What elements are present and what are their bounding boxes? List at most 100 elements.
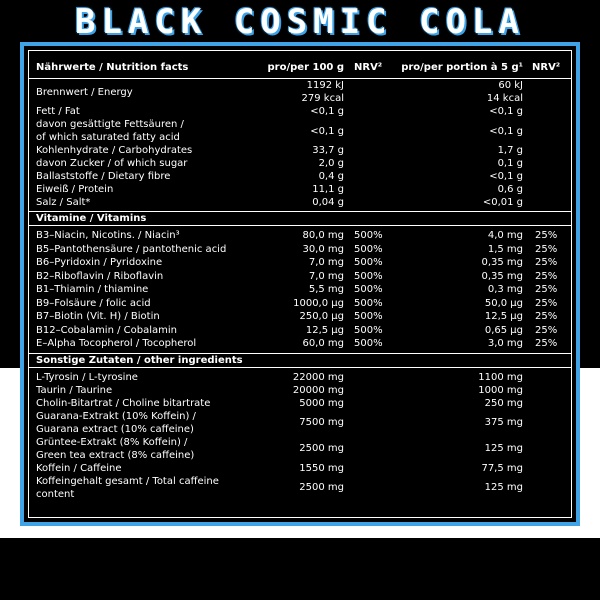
per-100g-cell: 22000 mg xyxy=(292,371,344,383)
per-100g-cell: 30,0 mg xyxy=(302,243,344,255)
per-portion-cell: 50,0 µg xyxy=(484,297,523,309)
name-cell: B6–Pyridoxin / Pyridoxine xyxy=(36,257,163,268)
per-100g-cell: 0,4 g xyxy=(318,171,344,182)
per-100g-cell: 7500 mg xyxy=(299,417,344,428)
product-title: BLACK COSMIC COLA xyxy=(75,2,525,42)
name-cell: Ballaststoffe / Dietary fibre xyxy=(36,171,171,182)
name-cell: of which saturated fatty acid xyxy=(36,132,180,143)
per-100g-cell: 5,5 mg xyxy=(308,284,344,295)
per-100g-cell: 2500 mg xyxy=(299,443,344,454)
nrv-portion-cell: 25% xyxy=(535,270,558,282)
per-100g-cell: 11,1 g xyxy=(312,184,344,195)
name-cell: B5–Pantothensäure / pantothenic acid xyxy=(36,243,227,255)
per-100g-cell: 7,0 mg xyxy=(308,257,344,268)
nrv-portion-cell: 25% xyxy=(535,311,558,322)
name-cell: B1–Thiamin / thiamine xyxy=(36,284,149,295)
rule xyxy=(29,211,571,212)
name-cell: davon gesättigte Fettsäuren / xyxy=(36,119,184,130)
per-100g-cell: 1550 mg xyxy=(299,462,344,474)
name-cell: Guarana extract (10% caffeine) xyxy=(36,423,194,435)
nrv-portion-cell: 25% xyxy=(535,257,558,268)
rule xyxy=(29,366,571,368)
per-portion-cell: 0,65 µg xyxy=(484,324,523,336)
name-cell: E–Alpha Tocopherol / Tocopherol xyxy=(36,338,197,349)
header-cell: pro/per portion à 5 g¹ xyxy=(401,62,523,73)
rule xyxy=(29,78,571,79)
per-100g-cell: <0,1 g xyxy=(310,106,344,117)
per-100g-cell: 33,7 g xyxy=(312,145,344,156)
per-portion-cell: 0,6 g xyxy=(497,184,523,195)
per-portion-cell: 125 mg xyxy=(484,482,523,493)
per-portion-cell: <0,01 g xyxy=(482,197,523,208)
name-cell: Guarana-Extrakt (10% Koffein) / xyxy=(36,410,196,422)
per-100g-cell: 12,5 µg xyxy=(305,324,344,336)
nrv-100g-cell: 500% xyxy=(354,324,383,336)
per-100g-cell: 0,04 g xyxy=(312,197,344,208)
name-cell: Brennwert / Energy xyxy=(36,86,133,98)
per-100g-cell: 60,0 mg xyxy=(302,338,344,349)
nrv-portion-cell: 25% xyxy=(535,297,558,309)
per-100g-cell: 250,0 µg xyxy=(299,311,344,322)
rule xyxy=(29,225,571,226)
per-portion-cell: 0,1 g xyxy=(497,158,523,169)
nrv-100g-cell: 500% xyxy=(354,284,383,295)
nrv-100g-cell: 500% xyxy=(354,338,383,349)
per-portion-cell: 60 kJ xyxy=(498,80,523,91)
name-cell: B3–Niacin, Nicotins. / Niacin³ xyxy=(36,230,180,241)
name-cell: davon Zucker / of which sugar xyxy=(36,158,188,169)
name-cell: B7–Biotin (Vit. H) / Biotin xyxy=(36,311,160,322)
nrv-100g-cell: 500% xyxy=(354,297,383,309)
nrv-portion-cell: 25% xyxy=(535,338,558,349)
name-cell: Taurin / Taurine xyxy=(36,384,113,396)
nrv-portion-cell: 25% xyxy=(535,243,558,255)
per-100g-cell: 1192 kJ xyxy=(306,80,344,91)
per-100g-cell: 279 kcal xyxy=(301,93,344,104)
name-cell: Cholin-Bitartrat / Choline bitartrate xyxy=(36,397,211,409)
per-portion-cell: 3,0 mg xyxy=(487,338,523,349)
name-cell: B2–Riboflavin / Riboflavin xyxy=(36,270,164,282)
name-cell: Fett / Fat xyxy=(36,106,80,117)
nrv-100g-cell: 500% xyxy=(354,270,383,282)
per-portion-cell: 1100 mg xyxy=(478,371,523,383)
per-portion-cell: <0,1 g xyxy=(489,125,523,137)
name-cell: content xyxy=(36,488,75,500)
table-frame xyxy=(20,42,580,526)
name-cell: Eiweiß / Protein xyxy=(36,184,114,195)
nrv-100g-cell: 500% xyxy=(354,230,383,241)
per-portion-cell: 12,5 µg xyxy=(484,311,523,322)
per-portion-cell: 0,35 mg xyxy=(481,257,523,268)
header-cell: pro/per 100 g xyxy=(267,62,344,73)
per-portion-cell: 375 mg xyxy=(484,417,523,428)
name-cell: B12–Cobalamin / Cobalamin xyxy=(36,324,177,336)
section-heading: Sonstige Zutaten / other ingredients xyxy=(36,354,243,366)
header-cell: NRV² xyxy=(354,62,383,73)
per-portion-cell: 1,7 g xyxy=(497,145,523,156)
per-100g-cell: <0,1 g xyxy=(310,125,344,137)
header-cell: Nährwerte / Nutrition facts xyxy=(36,62,189,73)
header-cell: NRV² xyxy=(532,62,561,73)
section-heading: Vitamine / Vitamins xyxy=(36,213,147,224)
per-100g-cell: 20000 mg xyxy=(292,384,344,396)
per-portion-cell: 77,5 mg xyxy=(481,462,523,474)
rule xyxy=(29,352,571,354)
name-cell: Koffein / Caffeine xyxy=(36,462,122,474)
nrv-portion-cell: 25% xyxy=(535,324,558,336)
name-cell: Kohlenhydrate / Carbohydrates xyxy=(36,145,193,156)
per-100g-cell: 5000 mg xyxy=(299,397,344,409)
per-100g-cell: 80,0 mg xyxy=(302,230,344,241)
per-100g-cell: 7,0 mg xyxy=(308,270,344,282)
per-100g-cell: 1000,0 µg xyxy=(293,297,344,309)
name-cell: Green tea extract (8% caffeine) xyxy=(36,449,195,461)
nrv-100g-cell: 500% xyxy=(354,311,383,322)
per-portion-cell: 0,3 mg xyxy=(487,284,523,295)
per-portion-cell: 250 mg xyxy=(484,397,523,409)
name-cell: B9–Folsäure / folic acid xyxy=(36,297,151,309)
per-portion-cell: 125 mg xyxy=(484,443,523,454)
per-portion-cell: 1,5 mg xyxy=(487,243,523,255)
per-portion-cell: 14 kcal xyxy=(486,93,523,104)
per-portion-cell: 1000 mg xyxy=(478,384,523,396)
name-cell: L-Tyrosin / L-tyrosine xyxy=(36,371,138,383)
table-inner-frame xyxy=(28,50,572,518)
nrv-100g-cell: 500% xyxy=(354,257,383,268)
